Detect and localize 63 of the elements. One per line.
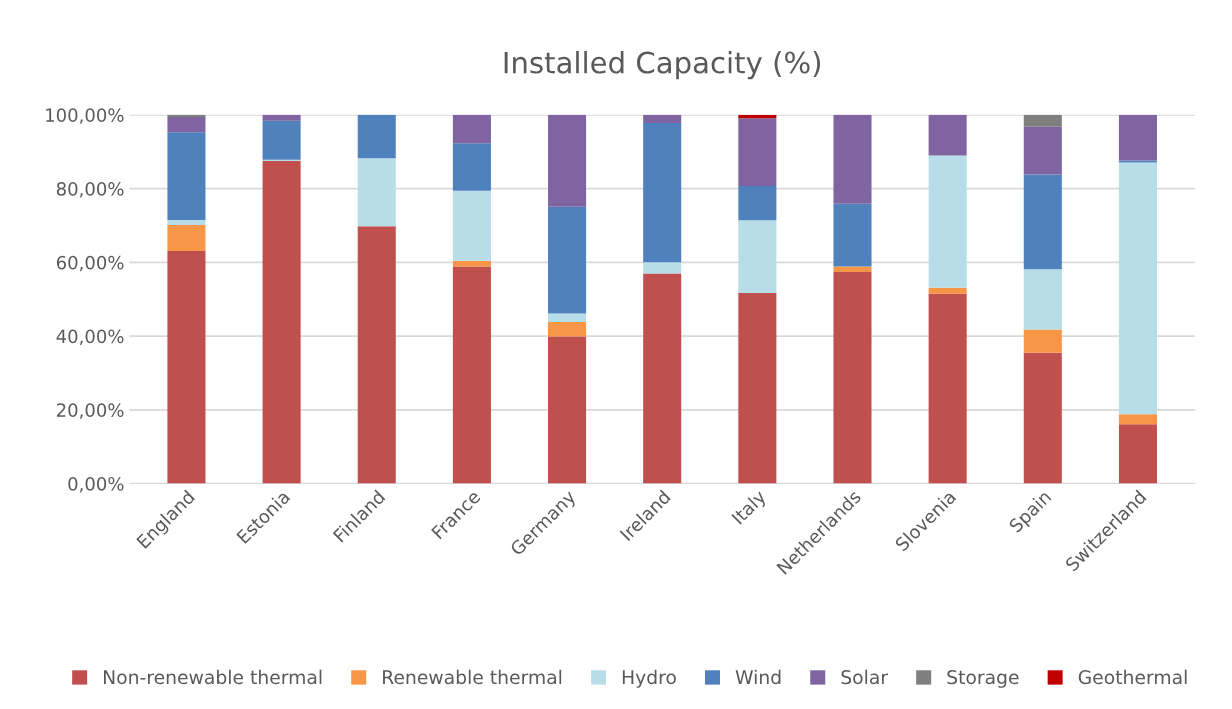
bar <box>452 266 491 484</box>
bar <box>167 114 206 118</box>
bar <box>452 260 491 267</box>
bar <box>928 114 967 156</box>
bar <box>1023 114 1062 127</box>
bar <box>738 292 777 484</box>
bar <box>452 143 491 191</box>
bar <box>167 132 206 220</box>
y-tick-label: 60,00% <box>56 255 124 272</box>
y-tick-label: 20,00% <box>56 403 124 419</box>
bar <box>1118 114 1157 161</box>
bar <box>643 122 682 263</box>
bar <box>167 117 206 133</box>
bar <box>928 287 967 294</box>
bar <box>1023 352 1062 484</box>
bar <box>738 186 777 221</box>
bar <box>928 293 967 484</box>
legend-label: Hydro <box>622 669 676 688</box>
chart-title: Installed Capacity (%) <box>504 51 821 80</box>
bar <box>167 225 206 251</box>
legend-label: Geothermal <box>1078 669 1187 685</box>
legend-label: Non-renewable thermal <box>104 669 322 685</box>
bar <box>548 313 587 323</box>
bar <box>643 273 682 484</box>
y-tick-label: 40,00% <box>56 329 124 346</box>
bar <box>262 160 301 484</box>
bar <box>357 114 396 159</box>
bar <box>738 220 777 293</box>
bar <box>452 114 491 144</box>
bar <box>738 114 777 119</box>
bar <box>357 226 396 484</box>
legend-label: Wind <box>735 669 781 685</box>
bar <box>1118 414 1157 425</box>
bar <box>1023 126 1062 175</box>
bar <box>643 262 682 274</box>
bar <box>357 158 396 227</box>
bar <box>167 219 206 226</box>
bar <box>1023 174 1062 270</box>
bar <box>548 322 587 337</box>
bar <box>548 114 587 207</box>
bar <box>262 120 301 160</box>
y-tick-label: 80,00% <box>56 182 124 198</box>
bar <box>452 190 491 261</box>
legend-label: Renewable thermal <box>383 669 562 685</box>
bar <box>833 271 872 484</box>
bar <box>1118 424 1157 484</box>
bar <box>928 155 967 288</box>
bar <box>833 114 872 204</box>
bar <box>833 203 872 267</box>
bar <box>262 114 301 121</box>
bar <box>1023 329 1062 353</box>
bar <box>643 114 682 123</box>
bar <box>548 336 587 484</box>
bar <box>833 266 872 272</box>
bar <box>1118 162 1157 415</box>
bar <box>167 250 206 484</box>
y-tick-label: 100,00% <box>46 108 124 124</box>
legend-label: Solar <box>841 669 889 685</box>
bar <box>1023 269 1062 330</box>
bar <box>738 118 777 187</box>
y-tick-label: 0,00% <box>68 477 124 493</box>
bar <box>548 206 587 314</box>
legend-label: Storage <box>947 670 1019 688</box>
